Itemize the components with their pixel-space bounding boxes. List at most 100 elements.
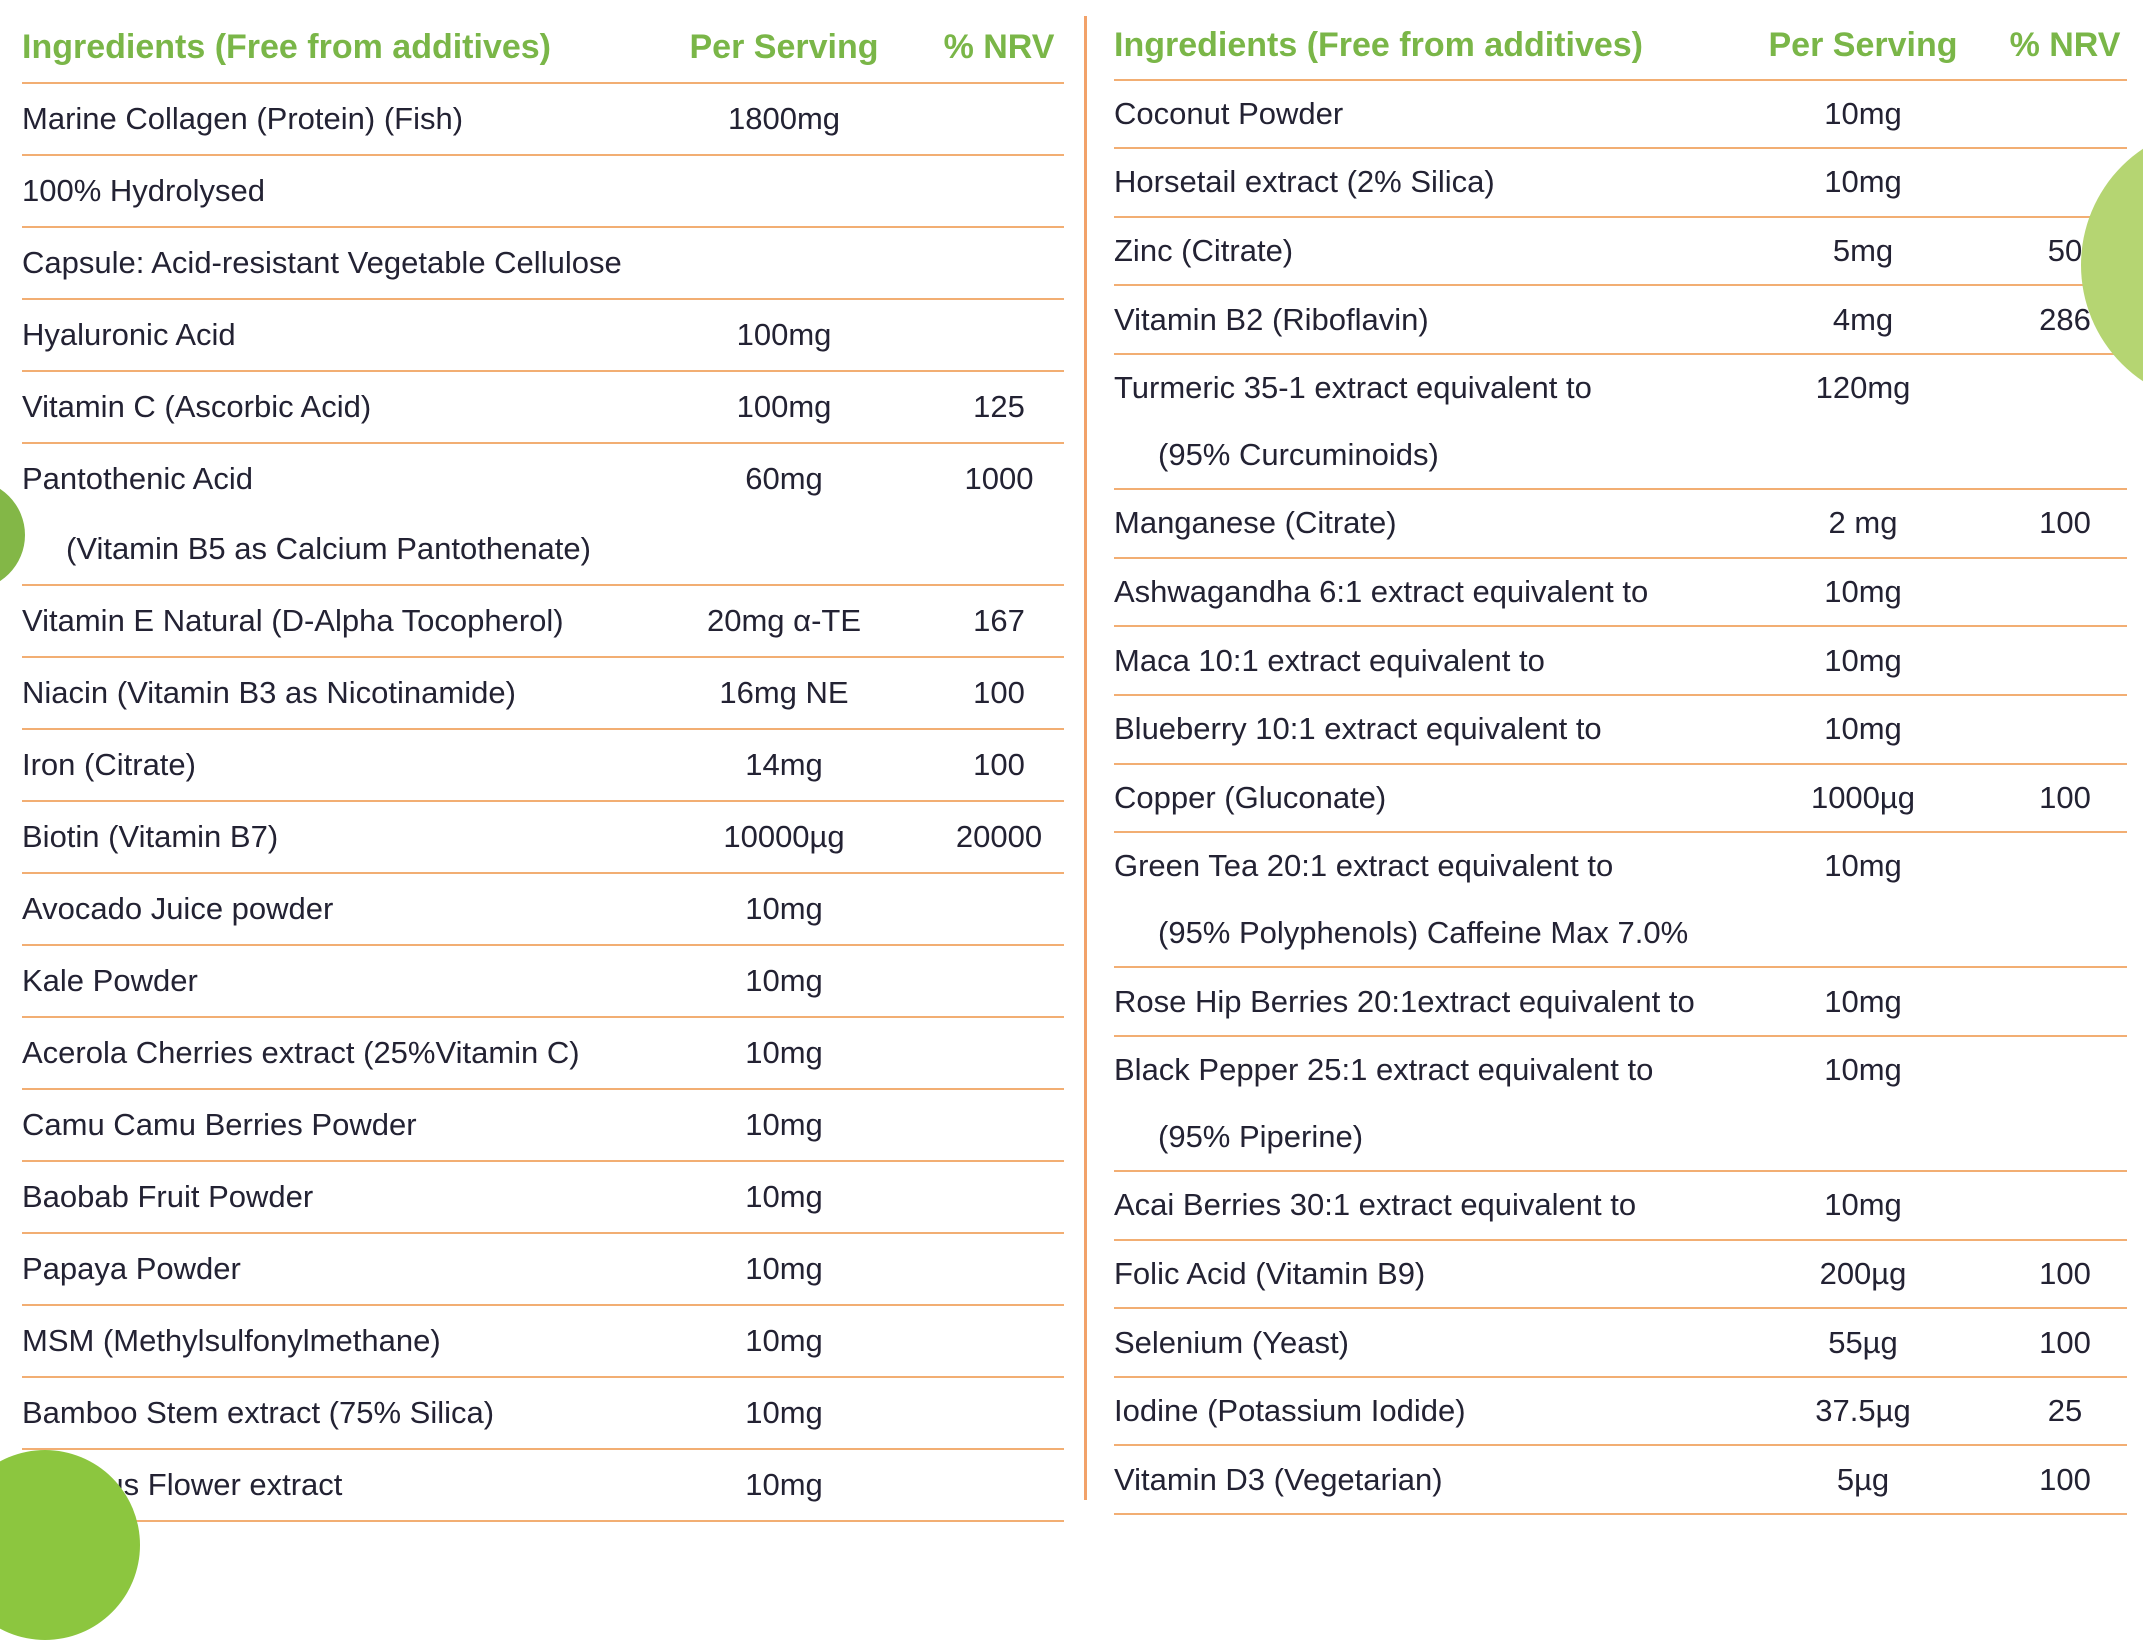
nrv-value bbox=[934, 874, 1064, 944]
ingredient-name: Turmeric 35-1 extract equivalent to bbox=[1114, 370, 1592, 406]
ingredient-name: Vitamin D3 (Vegetarian) bbox=[1114, 1461, 1443, 1497]
nrv-value bbox=[934, 84, 1064, 154]
nrv-value: 100 bbox=[2039, 1255, 2091, 1291]
per-serving-value: 10mg bbox=[1824, 983, 1902, 1019]
ingredient-name: Horsetail extract (2% Silica) bbox=[1114, 164, 1495, 200]
table-row: Green Tea 20:1 extract equivalent to 10mg… bbox=[1114, 833, 2127, 969]
table-row: Horsetail extract (2% Silica) 10mg bbox=[1114, 149, 2127, 218]
nrv-value: 100 bbox=[973, 675, 1025, 710]
ingredient-name: Bamboo Stem extract (75% Silica) bbox=[22, 1395, 495, 1430]
table-row: Vitamin E Natural (D-Alpha Tocopherol) 20… bbox=[22, 586, 1064, 658]
table-rows: Marine Collagen (Protein) (Fish) 1800mg 10… bbox=[22, 84, 1064, 1522]
ingredient-name: Blueberry 10:1 extract equivalent to bbox=[1114, 711, 1602, 747]
ingredient-name: Niacin (Vitamin B3 as Nicotinamide) bbox=[22, 675, 516, 710]
per-serving-value: 5mg bbox=[1832, 233, 1894, 269]
ingredient-name: Iodine (Potassium Iodide) bbox=[1114, 1393, 1466, 1429]
ingredient-name: 100% Hydrolysed bbox=[22, 173, 265, 208]
column-header-ingredients: Ingredients (Free from additives) bbox=[22, 27, 551, 66]
column-header-nrv: % NRV bbox=[2009, 25, 2121, 64]
column-header-per-serving: Per Serving bbox=[1768, 25, 1958, 64]
table-row: Maca 10:1 extract equivalent to 10mg bbox=[1114, 627, 2127, 696]
ingredient-name: Camu Camu Berries Powder bbox=[22, 1107, 417, 1142]
ingredient-name: Hyaluronic Acid bbox=[22, 317, 236, 352]
table-row: MSM (Methylsulfonylmethane) 10mg bbox=[22, 1306, 1064, 1378]
table-row: Hibiscus Flower extract 10mg bbox=[22, 1450, 1064, 1522]
per-serving-value: 200µg bbox=[1819, 1255, 1907, 1291]
table-row: Capsule: Acid-resistant Vegetable Cellul… bbox=[22, 228, 1064, 300]
per-serving-value: 4mg bbox=[1832, 301, 1894, 337]
table-row: Niacin (Vitamin B3 as Nicotinamide) 16mg … bbox=[22, 658, 1064, 730]
per-serving-value: 10mg bbox=[745, 1179, 823, 1214]
ingredient-name: Manganese (Citrate) bbox=[1114, 505, 1397, 541]
ingredient-name: Vitamin B2 (Riboflavin) bbox=[1114, 301, 1429, 337]
ingredient-name: Copper (Gluconate) bbox=[1114, 779, 1387, 815]
center-divider bbox=[1084, 16, 1087, 1500]
ingredients-table-left: Ingredients (Free from additives) Per Se… bbox=[0, 12, 1084, 1522]
table-row: Acerola Cherries extract (25%Vitamin C) 1… bbox=[22, 1018, 1064, 1090]
table-row: Turmeric 35-1 extract equivalent to 120mg… bbox=[1114, 355, 2127, 491]
nrv-value bbox=[934, 1450, 1064, 1520]
nrv-value: 286 bbox=[2039, 301, 2091, 337]
ingredient-name: Capsule: Acid-resistant Vegetable Cellul… bbox=[22, 245, 622, 280]
ingredient-name: Acai Berries 30:1 extract equivalent to bbox=[1114, 1187, 1637, 1223]
nrv-value bbox=[2003, 627, 2127, 694]
per-serving-value: 60mg bbox=[745, 461, 823, 496]
per-serving-value: 10mg bbox=[745, 963, 823, 998]
per-serving-value: 10mg bbox=[1824, 711, 1902, 747]
nrv-value bbox=[2003, 1172, 2127, 1239]
table-row: Copper (Gluconate) 1000µg 100 bbox=[1114, 765, 2127, 834]
ingredient-name: Rose Hip Berries 20:1extract equivalent … bbox=[1114, 983, 1695, 1019]
column-header-per-serving: Per Serving bbox=[689, 27, 879, 66]
nrv-value bbox=[2003, 1037, 2127, 1104]
per-serving-value: 120mg bbox=[1815, 370, 1911, 406]
ingredients-table-right: Ingredients (Free from additives) Per Se… bbox=[1087, 12, 2143, 1516]
per-serving-value: 10mg bbox=[745, 1251, 823, 1286]
table-row: Iodine (Potassium Iodide) 37.5µg 25 bbox=[1114, 1378, 2127, 1447]
table-row: Coconut Powder 10mg bbox=[1114, 81, 2127, 150]
nrv-value bbox=[934, 1234, 1064, 1304]
table-row: Vitamin C (Ascorbic Acid) 100mg 125 bbox=[22, 372, 1064, 444]
nrv-value: 100 bbox=[2039, 505, 2091, 541]
per-serving-value: 5µg bbox=[1836, 1461, 1890, 1497]
table-rows: Coconut Powder 10mg Horsetail extract (2% … bbox=[1114, 81, 2127, 1516]
ingredient-name: Papaya Powder bbox=[22, 1251, 241, 1286]
table-row: Selenium (Yeast) 55µg 100 bbox=[1114, 1309, 2127, 1378]
ingredient-name: Vitamin C (Ascorbic Acid) bbox=[22, 389, 372, 424]
nrv-value bbox=[2003, 696, 2127, 763]
per-serving-value: 10mg bbox=[745, 1035, 823, 1070]
table-row: Pantothenic Acid 60mg 1000 (Vitamin B5 as C… bbox=[22, 444, 1064, 586]
table-header-row: Ingredients (Free from additives) Per Se… bbox=[22, 12, 1064, 84]
ingredient-name: Folic Acid (Vitamin B9) bbox=[1114, 1255, 1426, 1291]
per-serving-value: 10mg bbox=[1824, 164, 1902, 200]
per-serving-value: 10mg bbox=[745, 891, 823, 926]
nrv-value: 100 bbox=[2039, 1461, 2091, 1497]
nrv-value bbox=[934, 946, 1064, 1016]
ingredients-panel: Ingredients (Free from additives) Per Se… bbox=[0, 12, 2143, 1522]
ingredient-name: Zinc (Citrate) bbox=[1114, 233, 1294, 269]
ingredient-name: Kale Powder bbox=[22, 963, 198, 998]
table-row: Folic Acid (Vitamin B9) 200µg 100 bbox=[1114, 1241, 2127, 1310]
ingredient-name: Maca 10:1 extract equivalent to bbox=[1114, 642, 1545, 678]
ingredient-name: Biotin (Vitamin B7) bbox=[22, 819, 279, 854]
table-row: Kale Powder 10mg bbox=[22, 946, 1064, 1018]
nrv-value bbox=[934, 1090, 1064, 1160]
ingredient-name: Green Tea 20:1 extract equivalent to bbox=[1114, 848, 1614, 884]
column-header-ingredients: Ingredients (Free from additives) bbox=[1114, 25, 1643, 64]
per-serving-value bbox=[634, 156, 934, 226]
ingredient-name: Iron (Citrate) bbox=[22, 747, 196, 782]
per-serving-value: 1000µg bbox=[1810, 779, 1916, 815]
ingredient-name-continued: (Vitamin B5 as Calcium Pantothenate) bbox=[66, 531, 591, 566]
ingredient-name: Avocado Juice powder bbox=[22, 891, 334, 926]
nrv-value bbox=[2003, 559, 2127, 626]
table-row: Biotin (Vitamin B7) 10000µg 20000 bbox=[22, 802, 1064, 874]
per-serving-value: 10mg bbox=[1824, 1187, 1902, 1223]
per-serving-value: 10mg bbox=[1824, 574, 1902, 610]
table-row: Bamboo Stem extract (75% Silica) 10mg bbox=[22, 1378, 1064, 1450]
table-row: Ashwagandha 6:1 extract equivalent to 10m… bbox=[1114, 559, 2127, 628]
nrv-value bbox=[934, 1018, 1064, 1088]
ingredient-name-continued: (95% Piperine) bbox=[1158, 1118, 1364, 1154]
nrv-value: 50 bbox=[2047, 233, 2083, 269]
ingredient-name: Black Pepper 25:1 extract equivalent to bbox=[1114, 1052, 1654, 1088]
ingredient-name-continued: (95% Curcuminoids) bbox=[1158, 436, 1439, 472]
table-row: Blueberry 10:1 extract equivalent to 10mg bbox=[1114, 696, 2127, 765]
